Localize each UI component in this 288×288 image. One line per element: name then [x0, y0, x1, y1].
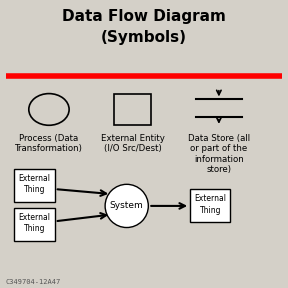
Text: External
Thing: External Thing — [194, 194, 226, 215]
Text: Data Flow Diagram: Data Flow Diagram — [62, 9, 226, 24]
Ellipse shape — [105, 184, 148, 228]
Bar — [114, 94, 151, 125]
Text: External
Thing: External Thing — [18, 174, 51, 194]
Text: Data Store (all
or part of the
information
store): Data Store (all or part of the informati… — [188, 134, 250, 174]
Text: External
Thing: External Thing — [18, 213, 51, 233]
Bar — [14, 208, 55, 241]
Bar — [190, 190, 230, 222]
Text: (Symbols): (Symbols) — [101, 30, 187, 45]
Text: Process (Data
Transformation): Process (Data Transformation) — [15, 134, 83, 153]
Bar — [14, 169, 55, 202]
Text: System: System — [110, 201, 144, 211]
Text: External Entity
(I/O Src/Dest): External Entity (I/O Src/Dest) — [101, 134, 164, 153]
Text: C349704-12A47: C349704-12A47 — [6, 279, 61, 285]
